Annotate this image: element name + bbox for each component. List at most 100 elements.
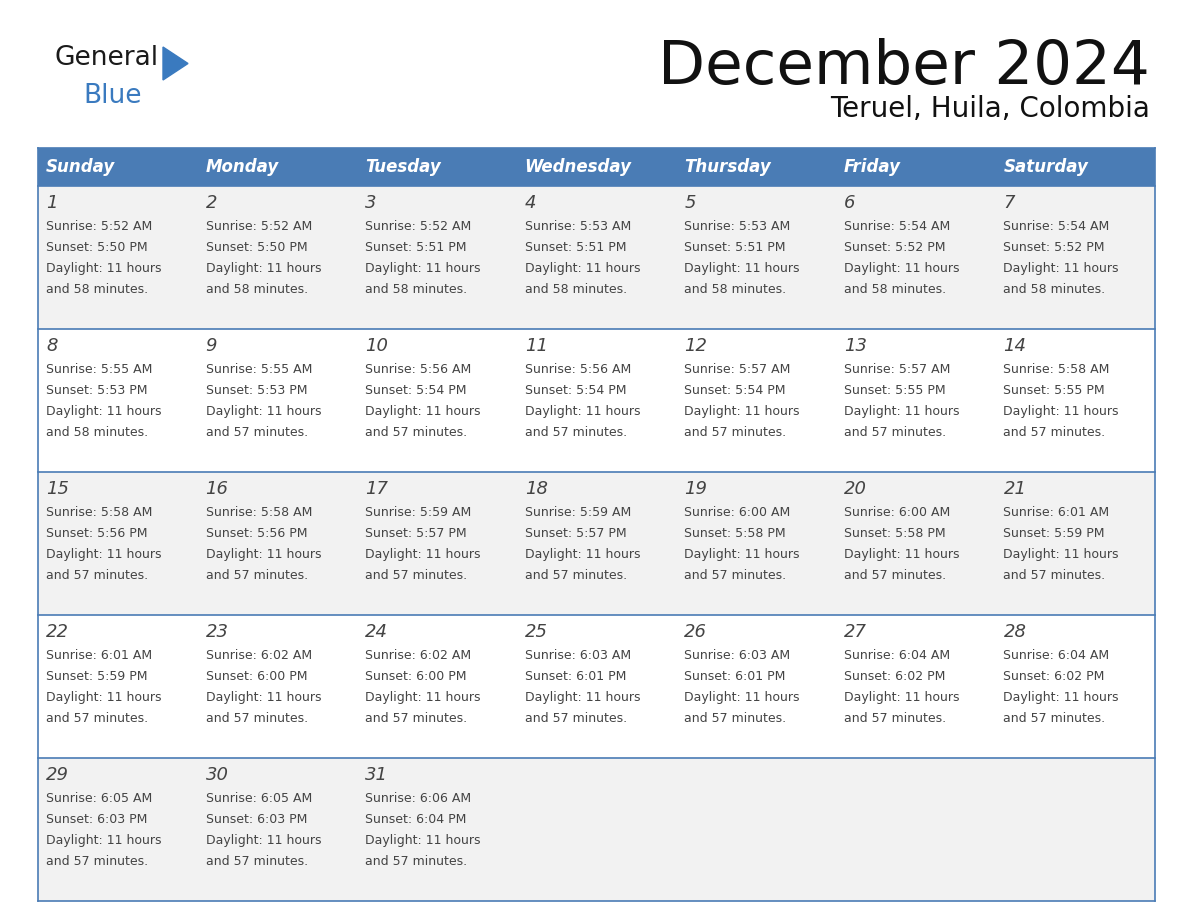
Text: 23: 23 bbox=[206, 623, 228, 641]
Text: Sunset: 5:54 PM: Sunset: 5:54 PM bbox=[365, 384, 467, 397]
Text: 15: 15 bbox=[46, 480, 69, 498]
Text: Sunrise: 5:52 AM: Sunrise: 5:52 AM bbox=[206, 220, 311, 233]
Text: and 57 minutes.: and 57 minutes. bbox=[1004, 426, 1106, 439]
Text: Sunset: 5:54 PM: Sunset: 5:54 PM bbox=[525, 384, 626, 397]
Text: Thursday: Thursday bbox=[684, 158, 771, 176]
Text: 12: 12 bbox=[684, 337, 707, 355]
Text: 10: 10 bbox=[365, 337, 388, 355]
Text: Sunset: 5:52 PM: Sunset: 5:52 PM bbox=[843, 241, 946, 254]
Text: Sunrise: 6:00 AM: Sunrise: 6:00 AM bbox=[684, 506, 790, 519]
Text: Sunset: 6:01 PM: Sunset: 6:01 PM bbox=[525, 670, 626, 683]
Text: Sunset: 6:02 PM: Sunset: 6:02 PM bbox=[1004, 670, 1105, 683]
Text: Sunday: Sunday bbox=[46, 158, 115, 176]
Text: and 57 minutes.: and 57 minutes. bbox=[843, 426, 946, 439]
Text: 30: 30 bbox=[206, 766, 228, 784]
Text: Daylight: 11 hours: Daylight: 11 hours bbox=[684, 262, 800, 275]
Text: Sunset: 5:53 PM: Sunset: 5:53 PM bbox=[46, 384, 147, 397]
Text: Sunrise: 6:02 AM: Sunrise: 6:02 AM bbox=[365, 649, 472, 662]
Text: Sunrise: 5:54 AM: Sunrise: 5:54 AM bbox=[1004, 220, 1110, 233]
Text: and 58 minutes.: and 58 minutes. bbox=[1004, 283, 1106, 296]
Text: Sunrise: 5:56 AM: Sunrise: 5:56 AM bbox=[525, 363, 631, 376]
Text: 24: 24 bbox=[365, 623, 388, 641]
Text: Sunrise: 5:59 AM: Sunrise: 5:59 AM bbox=[365, 506, 472, 519]
Text: Daylight: 11 hours: Daylight: 11 hours bbox=[365, 834, 481, 847]
Text: Sunrise: 6:04 AM: Sunrise: 6:04 AM bbox=[1004, 649, 1110, 662]
Text: Sunrise: 5:57 AM: Sunrise: 5:57 AM bbox=[684, 363, 791, 376]
Text: Sunset: 5:50 PM: Sunset: 5:50 PM bbox=[206, 241, 308, 254]
Text: and 57 minutes.: and 57 minutes. bbox=[206, 855, 308, 868]
Bar bbox=[38, 758, 1155, 901]
Text: 9: 9 bbox=[206, 337, 217, 355]
Text: and 57 minutes.: and 57 minutes. bbox=[365, 712, 467, 725]
Text: 29: 29 bbox=[46, 766, 69, 784]
Text: and 57 minutes.: and 57 minutes. bbox=[206, 712, 308, 725]
Bar bbox=[38, 329, 1155, 472]
Text: Saturday: Saturday bbox=[1004, 158, 1088, 176]
Text: 11: 11 bbox=[525, 337, 548, 355]
Text: Daylight: 11 hours: Daylight: 11 hours bbox=[684, 405, 800, 418]
Text: Daylight: 11 hours: Daylight: 11 hours bbox=[46, 262, 162, 275]
Text: Daylight: 11 hours: Daylight: 11 hours bbox=[46, 834, 162, 847]
Text: and 57 minutes.: and 57 minutes. bbox=[206, 426, 308, 439]
Text: Sunset: 5:56 PM: Sunset: 5:56 PM bbox=[206, 527, 307, 540]
Text: Monday: Monday bbox=[206, 158, 279, 176]
Text: Sunset: 5:55 PM: Sunset: 5:55 PM bbox=[1004, 384, 1105, 397]
Text: and 57 minutes.: and 57 minutes. bbox=[206, 569, 308, 582]
Text: 1: 1 bbox=[46, 194, 57, 212]
Text: Sunrise: 6:05 AM: Sunrise: 6:05 AM bbox=[46, 792, 152, 805]
Text: Sunset: 5:58 PM: Sunset: 5:58 PM bbox=[843, 527, 946, 540]
Text: Daylight: 11 hours: Daylight: 11 hours bbox=[206, 262, 321, 275]
Text: Daylight: 11 hours: Daylight: 11 hours bbox=[206, 405, 321, 418]
Text: Sunrise: 5:53 AM: Sunrise: 5:53 AM bbox=[525, 220, 631, 233]
Text: Daylight: 11 hours: Daylight: 11 hours bbox=[206, 548, 321, 561]
Bar bbox=[517, 148, 676, 186]
Text: Sunrise: 5:55 AM: Sunrise: 5:55 AM bbox=[46, 363, 152, 376]
Bar bbox=[836, 148, 996, 186]
Text: and 57 minutes.: and 57 minutes. bbox=[684, 712, 786, 725]
Text: 19: 19 bbox=[684, 480, 707, 498]
Text: and 58 minutes.: and 58 minutes. bbox=[46, 283, 148, 296]
Text: Sunset: 5:53 PM: Sunset: 5:53 PM bbox=[206, 384, 307, 397]
Text: Sunrise: 6:04 AM: Sunrise: 6:04 AM bbox=[843, 649, 950, 662]
Text: Sunrise: 6:05 AM: Sunrise: 6:05 AM bbox=[206, 792, 311, 805]
Text: 6: 6 bbox=[843, 194, 855, 212]
Text: and 57 minutes.: and 57 minutes. bbox=[365, 855, 467, 868]
Text: 7: 7 bbox=[1004, 194, 1015, 212]
Text: Sunrise: 6:01 AM: Sunrise: 6:01 AM bbox=[46, 649, 152, 662]
Text: Sunrise: 5:56 AM: Sunrise: 5:56 AM bbox=[365, 363, 472, 376]
Text: Sunrise: 6:00 AM: Sunrise: 6:00 AM bbox=[843, 506, 950, 519]
Text: Sunset: 5:59 PM: Sunset: 5:59 PM bbox=[46, 670, 147, 683]
Text: Sunset: 5:51 PM: Sunset: 5:51 PM bbox=[684, 241, 785, 254]
Text: Sunset: 6:00 PM: Sunset: 6:00 PM bbox=[206, 670, 307, 683]
Text: and 57 minutes.: and 57 minutes. bbox=[46, 569, 148, 582]
Text: Daylight: 11 hours: Daylight: 11 hours bbox=[365, 548, 481, 561]
Text: 20: 20 bbox=[843, 480, 867, 498]
Text: Sunrise: 5:58 AM: Sunrise: 5:58 AM bbox=[46, 506, 152, 519]
Text: 22: 22 bbox=[46, 623, 69, 641]
Text: Sunset: 5:57 PM: Sunset: 5:57 PM bbox=[525, 527, 626, 540]
Text: and 57 minutes.: and 57 minutes. bbox=[843, 569, 946, 582]
Text: and 57 minutes.: and 57 minutes. bbox=[684, 569, 786, 582]
Text: Sunset: 5:58 PM: Sunset: 5:58 PM bbox=[684, 527, 786, 540]
Text: Daylight: 11 hours: Daylight: 11 hours bbox=[684, 691, 800, 704]
Text: and 57 minutes.: and 57 minutes. bbox=[843, 712, 946, 725]
Text: Sunset: 6:00 PM: Sunset: 6:00 PM bbox=[365, 670, 467, 683]
Bar bbox=[38, 615, 1155, 758]
Text: Sunset: 6:03 PM: Sunset: 6:03 PM bbox=[46, 813, 147, 826]
Text: Daylight: 11 hours: Daylight: 11 hours bbox=[843, 262, 960, 275]
Text: Daylight: 11 hours: Daylight: 11 hours bbox=[206, 691, 321, 704]
Text: and 58 minutes.: and 58 minutes. bbox=[206, 283, 308, 296]
Text: Sunrise: 6:03 AM: Sunrise: 6:03 AM bbox=[684, 649, 790, 662]
Text: December 2024: December 2024 bbox=[658, 38, 1150, 97]
Text: Daylight: 11 hours: Daylight: 11 hours bbox=[1004, 405, 1119, 418]
Text: Sunrise: 6:06 AM: Sunrise: 6:06 AM bbox=[365, 792, 472, 805]
Text: and 57 minutes.: and 57 minutes. bbox=[1004, 712, 1106, 725]
Text: Sunset: 5:52 PM: Sunset: 5:52 PM bbox=[1004, 241, 1105, 254]
Text: and 57 minutes.: and 57 minutes. bbox=[365, 426, 467, 439]
Text: Sunrise: 5:57 AM: Sunrise: 5:57 AM bbox=[843, 363, 950, 376]
Text: Daylight: 11 hours: Daylight: 11 hours bbox=[525, 405, 640, 418]
Text: 25: 25 bbox=[525, 623, 548, 641]
Text: and 57 minutes.: and 57 minutes. bbox=[525, 426, 627, 439]
Text: Sunrise: 6:03 AM: Sunrise: 6:03 AM bbox=[525, 649, 631, 662]
Text: Daylight: 11 hours: Daylight: 11 hours bbox=[684, 548, 800, 561]
